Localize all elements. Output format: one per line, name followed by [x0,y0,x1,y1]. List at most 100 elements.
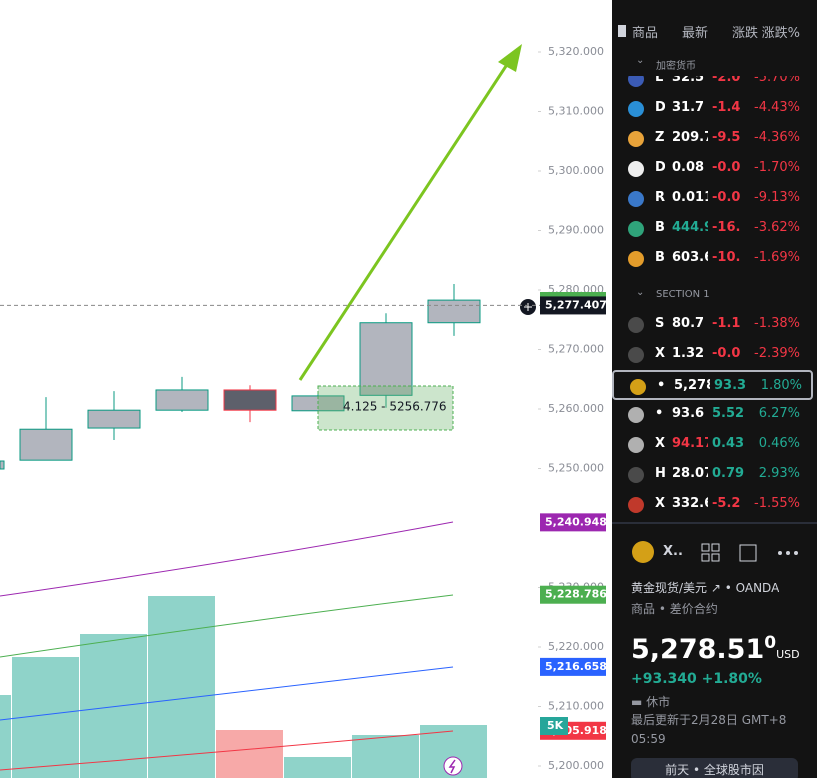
y-tick-label: 5,210.000 [548,700,604,713]
detail-status: ▬ 休市 [631,695,671,709]
row-icon [628,191,644,207]
icon [711,553,720,562]
dot [794,551,798,555]
row-change: 0.43 [712,436,745,451]
row-icon [628,221,644,237]
watchlist-row[interactable]: X 332.6 -5.2 -1.55% [612,490,817,520]
icon [711,543,720,552]
y-tick-label: 5,260.000 [548,402,604,415]
watchlist-row[interactable]: D 0.08 -0.0 -1.70% [612,154,817,184]
watchlist-row[interactable]: B 444.9 -16. -3.62% [612,214,817,244]
watchlist-row[interactable]: R 0.011 -0.0 -9.13% [612,184,817,214]
detail-name[interactable]: 黄金现货/美元 ↗ • OANDA [631,581,780,595]
price-badge [540,296,606,315]
row-last: 31.7 [672,100,705,115]
row-symbol: H [655,466,665,481]
news-button[interactable]: 前天 • 全球股市因 [631,758,798,778]
candle-body [19,428,73,461]
row-percent: -2.39% [754,346,800,361]
row-percent: -9.13% [754,190,800,205]
dot [786,551,790,555]
section-chevron: ⌄ [636,55,645,66]
measure-label: 4.125 - 5256.776 [343,400,447,414]
toolbar-icons[interactable] [700,542,810,564]
plus-glyph [524,303,532,311]
column-header: 涨跌 [732,26,759,41]
row-last: 5,278 [674,378,710,393]
row-last: 332.6 [672,496,708,511]
price-last-digit: 0 [764,633,777,653]
y-tick-label: 5,220.000 [548,640,604,653]
y-tick-label: 5,290.000 [548,224,604,237]
section-title: 加密货币 [656,61,696,72]
dot[interactable] [778,551,782,555]
row-last: 93.6 [672,406,705,421]
row-change: -0.0 [712,160,741,175]
row-change: -1.1 [712,316,741,331]
row-last: 0.011 [672,190,708,205]
price-text: 5,278.51 [631,634,765,665]
watchlist-row[interactable]: B 603.6 -10. -1.69% [612,244,817,274]
lightning-icon [443,756,463,776]
volume-bar [216,730,283,778]
y-tick-label: 5,320.000 [548,45,604,58]
row-last: 444.9 [672,220,708,235]
row-symbol: • [655,406,664,421]
price-badge [540,513,606,532]
watchlist-row[interactable]: Z 209.7 -9.5 -4.36% [612,124,817,154]
y-tick-label: 5,200.000 [548,759,604,772]
section-header: SECTION 1 ⌄ [612,282,817,308]
y-tick-label: 5,270.000 [548,343,604,356]
row-icon [628,251,644,267]
lightning-glyph [448,759,456,774]
ma-line [0,666,454,721]
price-badge [540,657,606,676]
column-header: 最新 [682,26,709,41]
row-last: 94.17 [672,436,708,451]
watchlist-header: 商品 最新 涨跌 涨跌% [612,20,817,44]
y-tick-label: 5,300.000 [548,164,604,177]
row-icon [628,101,644,117]
change-text: +93.340 [631,671,697,687]
volume-badge [540,717,568,735]
row-last: 0.08 [672,160,705,175]
watchlist-row[interactable]: H 28.07 0.79 2.93% [612,460,817,490]
header-icon [618,25,626,37]
row-icon [630,379,646,395]
detail-symbol[interactable]: X.. [663,544,683,559]
measure-box [317,385,454,431]
symbol-icon [632,541,654,563]
exchange-text: • OANDA [724,581,780,595]
watchlist-row[interactable]: S 80.7 -1.1 -1.38% [612,310,817,340]
watchlist-row[interactable]: X 1.32 -0.0 -2.39% [612,340,817,370]
row-icon [628,497,644,513]
row-change: 93.3 [714,378,747,393]
candle-body [359,322,413,396]
row-icon [628,407,644,423]
icon[interactable] [701,543,710,552]
row-change: -1.4 [712,100,741,115]
row-icon [628,161,644,177]
column-header: 商品 [632,26,659,41]
row-symbol: • [657,378,666,393]
currency: USD [776,648,800,661]
row-last: 28.07 [672,466,708,481]
watchlist-row[interactable]: D 31.7 -1.4 -4.43% [612,94,817,124]
detail-category: 商品 • 差价合约 [631,602,718,616]
name-text: 黄金现货/美元 [631,581,708,595]
row-symbol: B [655,250,665,265]
watchlist-row[interactable]: • 93.6 5.52 6.27% [612,400,817,430]
row-symbol: Z [655,130,665,145]
detail-change: +93.340 +1.80% [631,671,762,687]
row-percent: 6.27% [758,406,800,421]
partial-candle [0,460,5,470]
candle-body [223,389,277,411]
watchlist-row[interactable]: X 94.17 0.43 0.46% [612,430,817,460]
price-badge-label: 5,228.786 [545,588,607,601]
row-percent: -3.62% [754,220,800,235]
ma-line [0,521,454,597]
watchlist-row[interactable]: • 5,278 93.3 1.80% [612,370,813,400]
y-tick-label: 5,310.000 [548,105,604,118]
edit-icon[interactable] [739,544,757,562]
row-change: -0.0 [712,190,741,205]
